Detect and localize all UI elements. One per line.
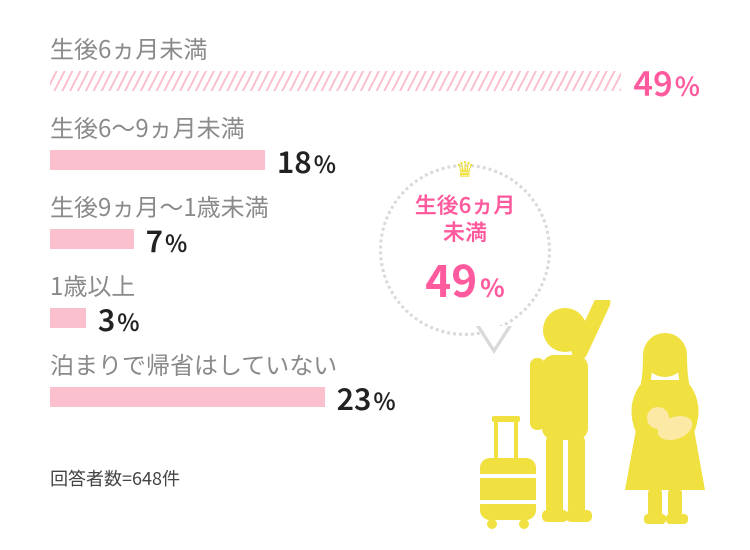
suitcase-icon	[480, 416, 536, 529]
crown-icon: ♛	[455, 152, 475, 184]
bar-track: 7%	[50, 229, 700, 249]
bar-label: 生後6ヵ月未満	[50, 30, 700, 65]
bar-row: 生後6〜9ヵ月未満 18%	[50, 109, 700, 170]
bar-value: 7%	[146, 217, 188, 261]
man-icon	[530, 300, 613, 522]
bar-fill	[50, 308, 86, 328]
family-illustration	[480, 300, 740, 550]
bar-label: 生後6〜9ヵ月未満	[50, 109, 700, 144]
bar-label: 1歳以上	[50, 267, 700, 302]
bar-row: 生後9ヵ月〜1歳未満7%	[50, 188, 700, 249]
bar-value: 23%	[337, 375, 396, 419]
bar-fill	[50, 71, 621, 91]
bar-fill	[50, 150, 265, 170]
bar-fill	[50, 387, 325, 407]
bar-value: 18%	[277, 138, 336, 182]
bar-fill	[50, 229, 134, 249]
bar-row: 生後6ヵ月未満 49%	[50, 30, 700, 91]
bar-value: 49%	[633, 57, 700, 106]
bar-value: 3%	[98, 296, 140, 340]
bar-track: 49%	[50, 71, 700, 91]
bar-track: 18%	[50, 150, 700, 170]
